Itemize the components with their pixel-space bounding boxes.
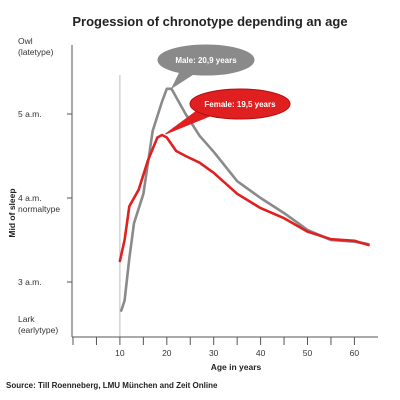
series-line-female (118, 133, 370, 263)
x-tick-label: 50 (303, 348, 313, 358)
series-line-male (120, 87, 370, 312)
y-tick-label-secondary: normaltype (18, 204, 60, 214)
x-axis-title: Age in years (211, 362, 262, 372)
callout-label-male: Male: 20,9 years (175, 56, 237, 65)
callouts: Male: 20,9 years Female: 19,5 years (157, 44, 291, 135)
y-tick-label: 4 a.m. (18, 193, 42, 203)
x-tick-label: 40 (256, 348, 266, 358)
source-note: Source: Till Roenneberg, LMU München and… (6, 381, 218, 390)
chart-title: Progession of chronotype depending an ag… (72, 14, 347, 29)
x-tick-labels: 10 20 30 40 50 60 (115, 348, 359, 358)
x-tick-label: 30 (209, 348, 219, 358)
y-extreme-top-label: Owl (18, 36, 33, 46)
axes (67, 45, 378, 345)
x-tick-label: 20 (162, 348, 172, 358)
y-extreme-bottom-label: Lark (18, 314, 35, 324)
y-axis-title: Mid of sleep (7, 188, 17, 237)
x-tick-label: 60 (350, 348, 360, 358)
y-tick-label: 3 a.m. (18, 277, 42, 287)
callout-bubble-female (189, 88, 291, 120)
y-tick-labels: 3 a.m. 4 a.m.normaltype 5 a.m. Owl(latetype… (18, 36, 60, 335)
series-lines (118, 87, 370, 312)
x-tick-label: 10 (115, 348, 125, 358)
y-extreme-bottom-sublabel: (earlytype) (18, 325, 58, 335)
callout-bubble-male (157, 44, 255, 76)
y-tick-label: 5 a.m. (18, 109, 42, 119)
y-extreme-top-sublabel: (latetype) (18, 47, 54, 57)
callout-label-female: Female: 19,5 years (204, 100, 276, 109)
